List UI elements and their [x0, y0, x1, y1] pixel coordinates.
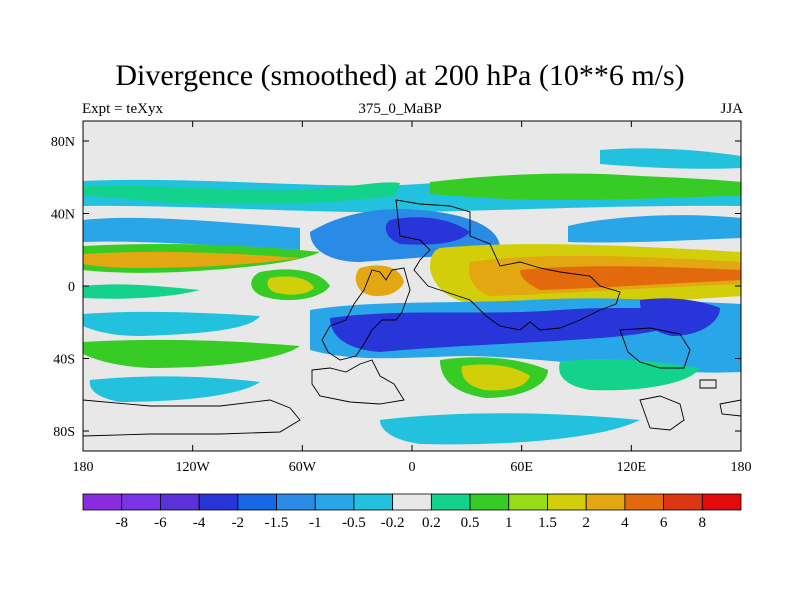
colorbar-swatch — [430, 493, 471, 511]
lat-tick-label: 40N — [51, 208, 75, 223]
coastline-australia — [619, 327, 691, 369]
contour-band — [559, 359, 700, 391]
lon-tick-label: 120W — [176, 460, 211, 475]
experiment-label: Expt = teXyx — [82, 101, 163, 117]
coastlines — [83, 199, 741, 437]
colorbar-label: 2 — [582, 515, 590, 531]
lat-tick-label: 0 — [68, 280, 75, 295]
axis-ticks: 80N 40N 0 40S 80S 180 120W 60W 0 60E 120E 180 — [51, 121, 752, 475]
colorbar-swatch — [547, 493, 587, 511]
colorbar-swatch — [276, 493, 316, 511]
colorbar-swatch — [701, 493, 742, 511]
colorbar-label: -0.5 — [342, 515, 366, 531]
colorbar-label: -8 — [115, 515, 128, 531]
colorbar-swatch — [160, 493, 200, 511]
lon-tick-label: 120E — [617, 460, 647, 475]
colorbar-swatch — [392, 493, 432, 511]
contour-band — [520, 266, 741, 290]
colorbar-label: 1 — [505, 515, 513, 531]
coastline-islands — [639, 379, 741, 431]
period-label: 375_0_MaBP — [358, 101, 442, 117]
colorbar-swatch — [82, 493, 123, 511]
season-label: JJA — [720, 101, 743, 117]
lat-tick-label: 80N — [51, 135, 75, 150]
contour-band — [83, 339, 300, 368]
lon-tick-label: 60W — [289, 460, 317, 475]
contour-band — [83, 311, 260, 336]
colorbar-swatch — [237, 493, 277, 511]
colorbar-label: -1 — [309, 515, 322, 531]
lon-tick-label: 180 — [73, 460, 94, 475]
coastline-antarctica — [83, 399, 301, 437]
contour-band — [355, 265, 404, 297]
colorbar-label: 6 — [660, 515, 668, 531]
colorbar-swatch — [585, 493, 626, 511]
coastline-africa — [321, 267, 411, 361]
colorbar-swatch — [198, 493, 239, 511]
colorbar-label: -6 — [154, 515, 167, 531]
lon-tick-label: 0 — [409, 460, 416, 475]
lat-tick-label: 40S — [53, 353, 75, 368]
coastline-south-america — [311, 359, 405, 405]
colorbar-swatch — [663, 493, 703, 511]
contour-band — [461, 364, 530, 391]
contour-band — [385, 217, 470, 245]
lat-tick-label: 80S — [53, 425, 75, 440]
colorbar-swatch — [121, 493, 161, 511]
colorbar-label: -0.2 — [381, 515, 405, 531]
map-plot-area — [83, 121, 741, 451]
contour-band — [83, 251, 300, 268]
lon-tick-label: 180 — [731, 460, 752, 475]
colorbar: -8 -6 -4 -2 -1.5 -1 -0.5 -0.2 0.2 0.5 1 1.5 2 4 6 8 — [82, 493, 742, 531]
colorbar-label: 1.5 — [538, 515, 557, 531]
colorbar-label: -4 — [193, 515, 206, 531]
colorbar-label: -1.5 — [265, 515, 289, 531]
colorbar-swatch — [624, 493, 664, 511]
contour-band — [640, 298, 720, 336]
contour-band — [430, 173, 741, 200]
contour-band — [568, 215, 741, 243]
colorbar-label: -2 — [232, 515, 245, 531]
colorbar-swatch — [314, 493, 355, 511]
colorbar-label: 8 — [699, 515, 707, 531]
contour-band — [83, 217, 300, 250]
contour-band — [380, 413, 640, 445]
colorbar-swatch — [353, 493, 394, 511]
contour-band — [600, 148, 741, 169]
colorbar-label: 4 — [621, 515, 629, 531]
contour-band — [83, 284, 200, 299]
colorbar-swatch — [508, 493, 548, 511]
contour-band — [89, 376, 260, 402]
colorbar-swatch — [469, 493, 510, 511]
colorbar-label: 0.2 — [422, 515, 441, 531]
contour-band — [267, 276, 314, 295]
lon-tick-label: 60E — [510, 460, 533, 475]
coastline-eurasia — [395, 199, 621, 331]
colorbar-label: 0.5 — [461, 515, 480, 531]
contour-band — [83, 182, 400, 205]
map-title: Divergence (smoothed) at 200 hPa (10**6 … — [115, 59, 685, 92]
